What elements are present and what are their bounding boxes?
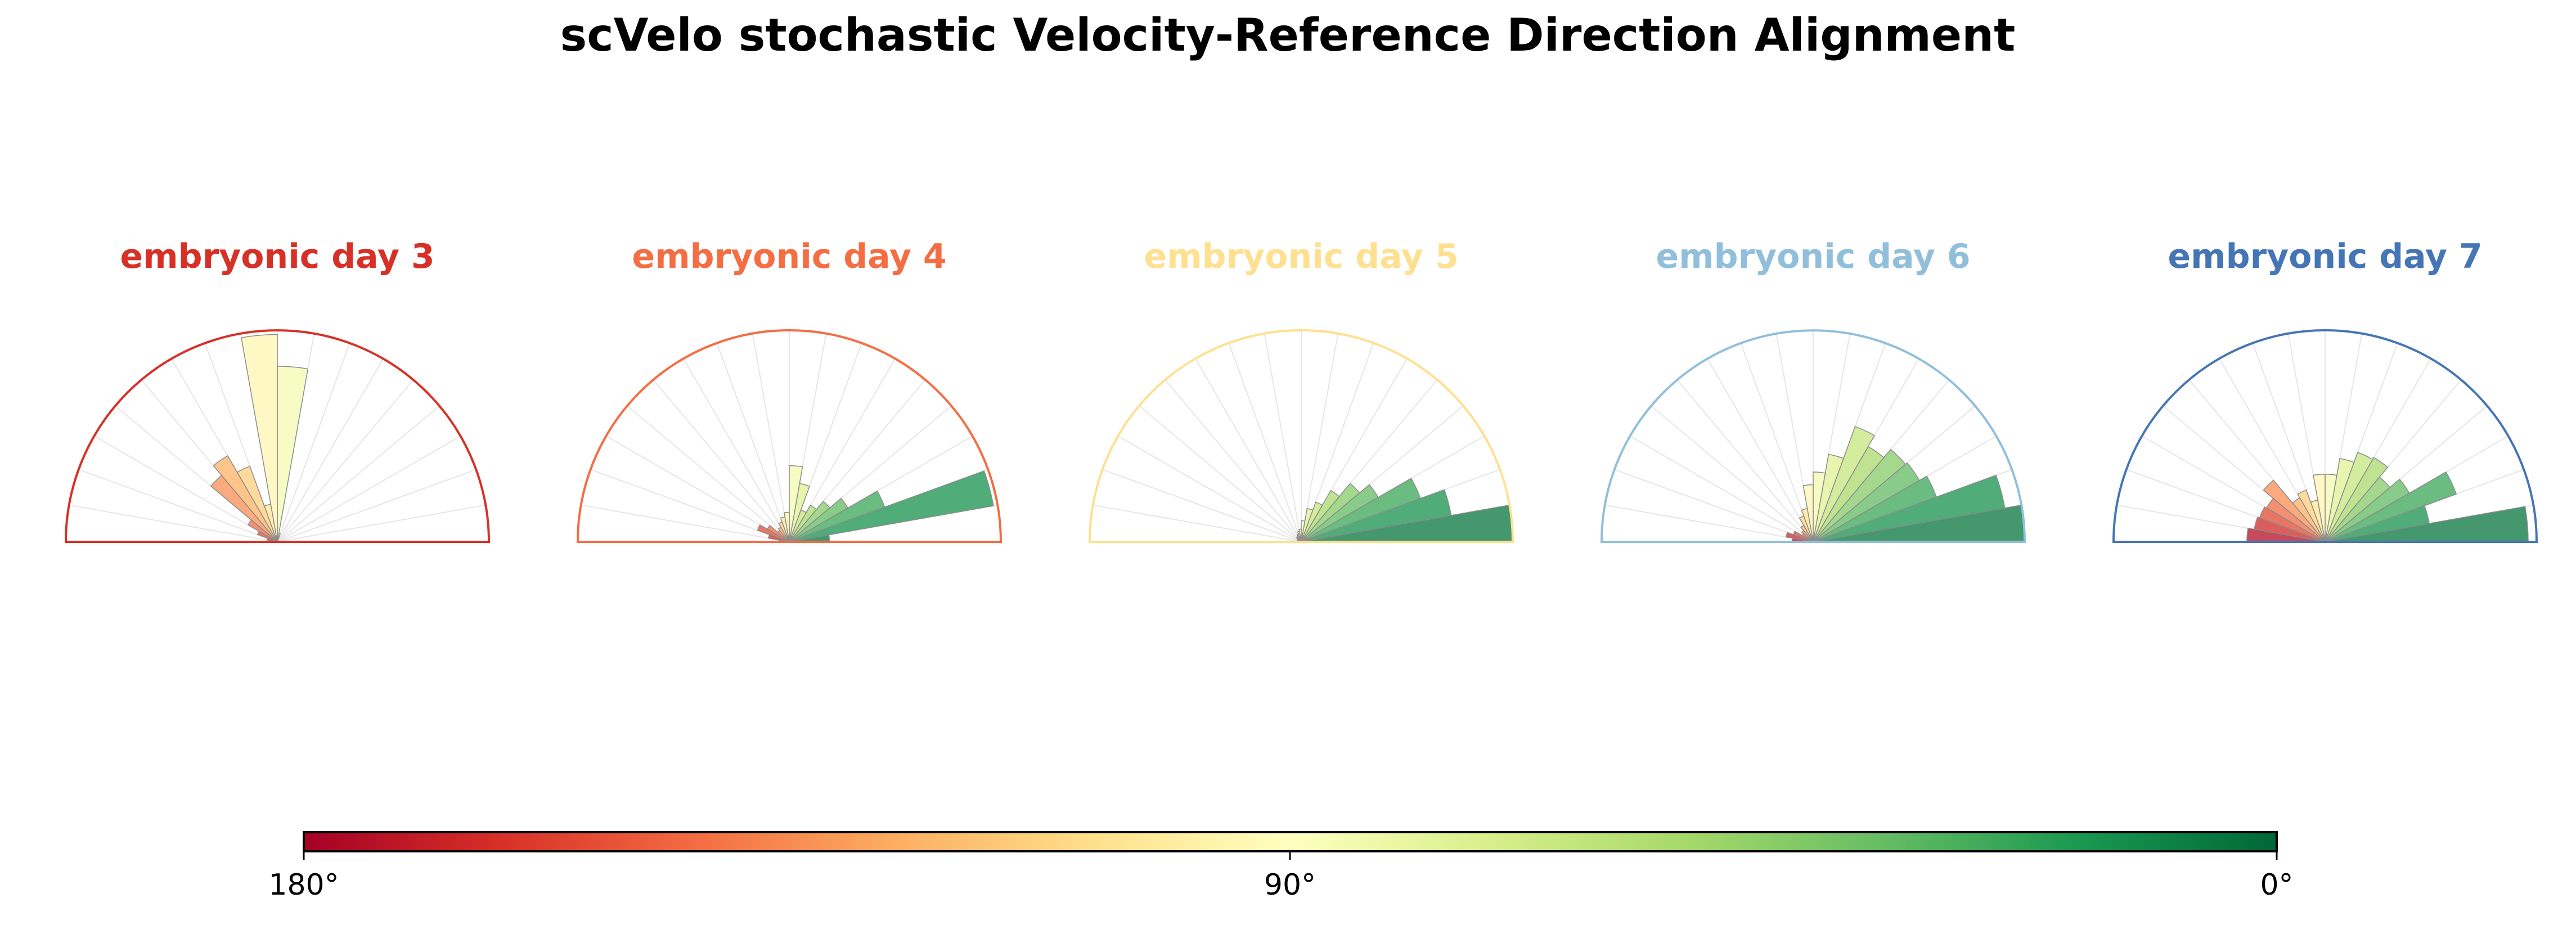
panel-5: embryonic day 7 — [2112, 237, 2538, 543]
polar-gridline — [69, 504, 278, 542]
polar-gridline — [581, 504, 790, 542]
polar-gridline — [1102, 469, 1302, 542]
bar-45deg — [1301, 483, 1360, 542]
polar-gridline — [1707, 358, 1814, 542]
panel-2: embryonic day 4 — [576, 237, 1002, 543]
polar-gridline — [653, 379, 790, 542]
polar-gridline — [277, 379, 414, 542]
polar-panels: embryonic day 3 embryonic day 4 embryonic … — [64, 237, 2538, 543]
polar-gridline — [277, 504, 486, 542]
polar-gridline — [683, 358, 790, 542]
polar-gridline — [1139, 405, 1302, 542]
bar-155deg — [257, 531, 278, 542]
colorbar-label-180: 180° — [268, 868, 339, 902]
polar-gridline — [277, 358, 384, 542]
bar-115deg — [2297, 490, 2326, 542]
panel-title: embryonic day 7 — [2168, 237, 2482, 276]
polar-gridline — [1195, 358, 1302, 542]
bar-85deg — [1301, 520, 1306, 542]
panel-frame — [1088, 329, 1514, 543]
polar-gridline — [716, 343, 790, 542]
panel-4: embryonic day 6 — [1600, 237, 2026, 543]
panel-title: embryonic day 4 — [632, 237, 946, 276]
panel-title: embryonic day 5 — [1144, 237, 1458, 276]
bar-15deg — [1813, 474, 2006, 542]
polar-gridline — [605, 435, 790, 542]
bar-55deg — [2325, 457, 2389, 542]
bar-35deg — [1813, 462, 1920, 542]
polar-gridline — [627, 405, 790, 542]
panel-frame — [1600, 329, 2026, 543]
bar-145deg — [247, 519, 278, 542]
bar-25deg — [2325, 471, 2457, 542]
bar-155deg — [757, 524, 790, 542]
bar-75deg — [1813, 453, 1844, 542]
polar-gridline — [93, 435, 278, 542]
bar-35deg — [1301, 484, 1379, 542]
bar-25deg — [789, 490, 885, 542]
bar-55deg — [1301, 490, 1340, 542]
bar-125deg — [213, 455, 278, 542]
colorbar-label-90: 90° — [1264, 868, 1316, 902]
panel-3: embryonic day 5 — [1088, 237, 1514, 543]
polar-gridline — [277, 405, 440, 542]
polar-gridline — [1676, 379, 1814, 542]
bar-85deg — [1813, 472, 1826, 542]
colorbar-label-0: 0° — [2260, 868, 2293, 902]
polar-gridline — [1093, 504, 1302, 542]
bar-165deg — [1786, 532, 1814, 542]
bar-135deg — [2263, 479, 2326, 542]
panel-frame — [576, 329, 1002, 543]
polar-gridline — [752, 333, 790, 542]
polar-gridline — [1604, 504, 1814, 542]
polar-gridline — [1228, 343, 1302, 542]
bar-45deg — [1813, 448, 1907, 542]
bar-55deg — [789, 504, 817, 542]
bar-65deg — [1813, 426, 1876, 542]
panel-title: embryonic day 6 — [1656, 237, 1970, 276]
colorbar: 180° 90° 0° — [268, 831, 2294, 902]
bar-15deg — [789, 470, 994, 542]
polar-gridline — [1614, 469, 1814, 542]
polar-gridline — [78, 469, 278, 542]
polar-gridline — [1629, 435, 1814, 542]
polar-gridline — [1740, 343, 1814, 542]
bar-35deg — [789, 497, 849, 542]
bar-45deg — [789, 500, 831, 542]
bar-25deg — [1301, 478, 1421, 542]
polar-gridline — [1301, 333, 1339, 542]
panel-frame — [2112, 329, 2538, 543]
bar-15deg — [1301, 489, 1452, 542]
polar-gridline — [277, 435, 461, 542]
bar-35deg — [2325, 478, 2410, 542]
chart-title: scVelo stochastic Velocity-Reference Dir… — [560, 9, 2016, 61]
bar-75deg — [2325, 458, 2355, 542]
polar-gridline — [1651, 405, 1814, 542]
polar-gridline — [1264, 333, 1302, 542]
bar-165deg — [768, 534, 790, 542]
bar-25deg — [1813, 475, 1937, 542]
bar-75deg — [1301, 508, 1314, 542]
bar-65deg — [2325, 452, 2373, 542]
polar-gridline — [1117, 435, 1302, 542]
bar-95deg — [241, 334, 278, 542]
polar-gridline — [277, 343, 350, 542]
polar-gridline — [590, 469, 790, 542]
colorbar-gradient — [303, 831, 2278, 852]
panel-1: embryonic day 3 — [64, 237, 491, 543]
panel-frame — [64, 329, 491, 543]
polar-gridline — [1165, 379, 1302, 542]
bar-85deg — [789, 465, 803, 542]
polar-gridline — [277, 469, 476, 542]
bar-65deg — [1301, 501, 1323, 542]
panel-title: embryonic day 3 — [120, 237, 434, 276]
bar-135deg — [210, 474, 278, 542]
